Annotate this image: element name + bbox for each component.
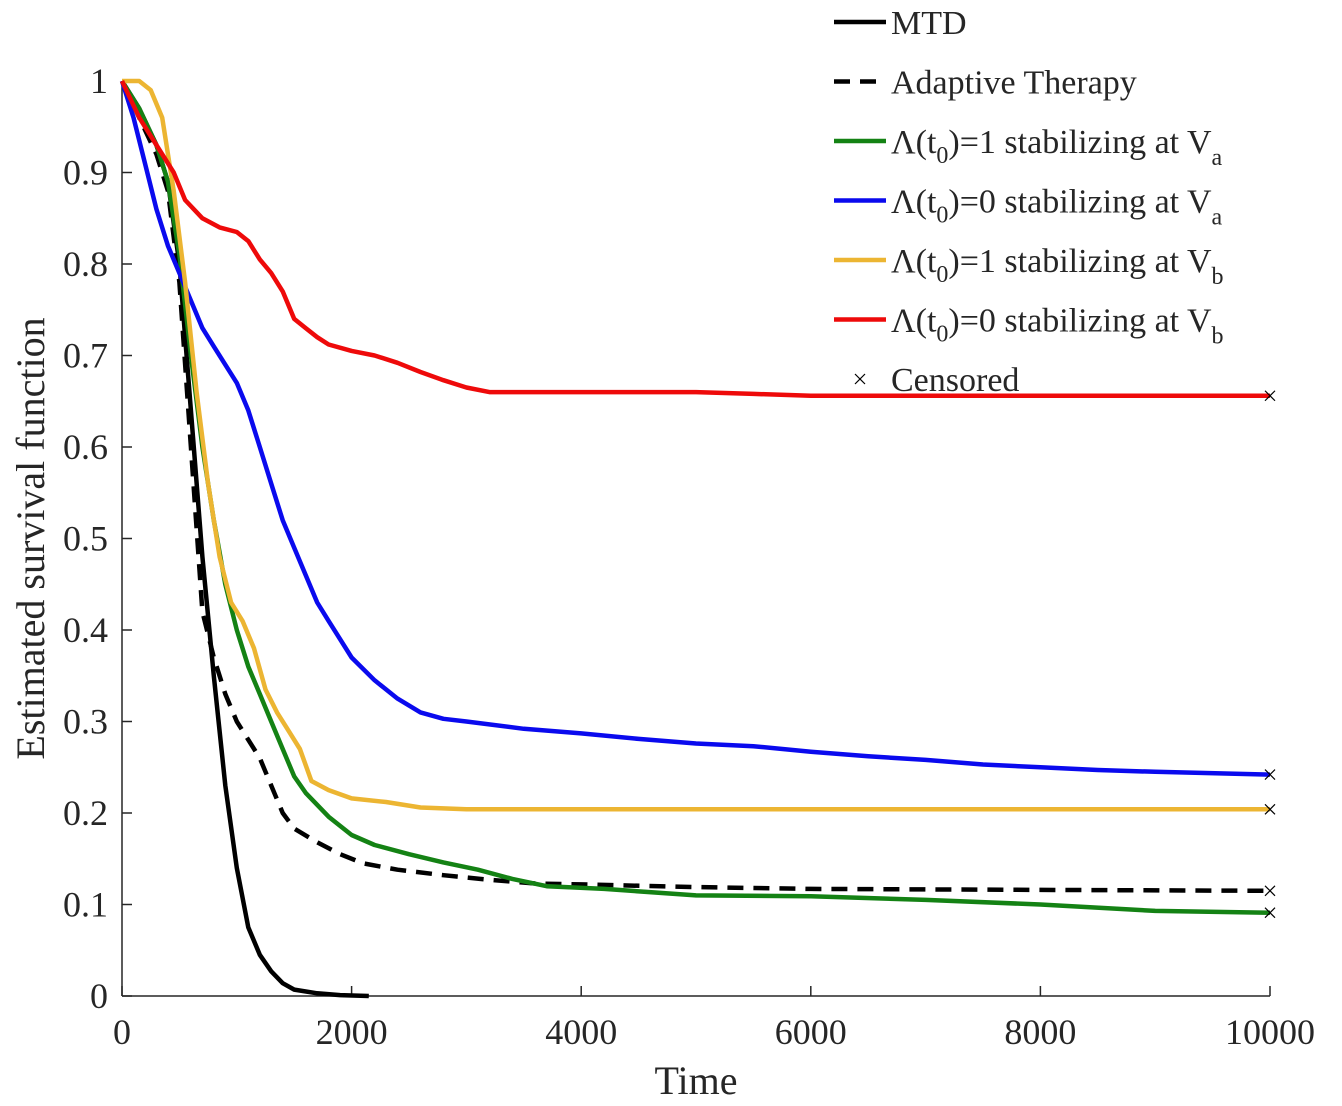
censored-marker-stroke [1264, 803, 1276, 815]
y-tick-label: 0.2 [63, 793, 108, 833]
legend-item-4: Λ(t0)=1 stabilizing at Vb [834, 243, 1224, 290]
series-5 [119, 80, 1276, 402]
legend-label: Λ(t0)=1 stabilizing at Vb [891, 243, 1224, 290]
legend-label-part: )=1 stabilizing at V [948, 124, 1212, 161]
legend-label-part: Adaptive Therapy [891, 65, 1137, 102]
y-tick-label: 1 [90, 61, 108, 101]
series-3 [119, 80, 1276, 780]
series-4 [122, 78, 1276, 815]
y-tick-label: 0.5 [63, 519, 108, 559]
axes: 0 2000 4000 6000 8000 1000000.10.20.30.40.50.… [8, 61, 1315, 1103]
legend-label-part: Λ(t [891, 124, 937, 161]
legend-label: Censored [891, 362, 1019, 399]
series-line [119, 80, 1271, 777]
legend-label-subscript: 0 [936, 143, 948, 169]
x-tick-label: 0 [113, 1012, 131, 1052]
legend-label-part: Λ(t [891, 243, 937, 280]
x-tick-label: 6000 [775, 1012, 847, 1052]
legend-label-subscript: b [1212, 324, 1224, 350]
y-tick-label: 0.4 [63, 610, 108, 650]
censored-marker-stroke [1264, 885, 1276, 897]
y-tick-label: 0.3 [63, 702, 108, 742]
legend-label-subscript: b [1212, 264, 1224, 290]
legend-label: Adaptive Therapy [891, 65, 1137, 102]
censored-marker-stroke [1264, 390, 1276, 402]
legend-label-subscript: 0 [936, 262, 948, 288]
legend-label-part: MTD [891, 5, 967, 42]
legend-label-part: )=0 stabilizing at V [948, 303, 1212, 340]
y-tick-label: 0.6 [63, 427, 108, 467]
legend-label: Λ(t0)=1 stabilizing at Va [891, 124, 1223, 171]
y-tick-label: 0.7 [63, 336, 108, 376]
series-1 [119, 80, 1276, 897]
series-line [119, 80, 1271, 894]
legend-item-2: Λ(t0)=1 stabilizing at Va [834, 124, 1223, 171]
x-tick-label: 10000 [1225, 1012, 1315, 1052]
series-line [119, 80, 1270, 399]
y-tick-label: 0.1 [63, 885, 108, 925]
series-lines [119, 78, 1276, 999]
legend-item-1: Adaptive Therapy [834, 65, 1137, 102]
legend-item-0: MTD [834, 5, 967, 42]
legend-label-subscript: a [1212, 145, 1223, 171]
legend-label-part: )=0 stabilizing at V [948, 184, 1212, 221]
y-tick-label: 0.8 [63, 244, 108, 284]
legend-item-censored: Censored [854, 362, 1019, 399]
legend-item-5: Λ(t0)=0 stabilizing at Vb [834, 303, 1224, 350]
y-tick-label: 0 [90, 976, 108, 1016]
censored-marker [1264, 769, 1276, 780]
legend-label-subscript: 0 [936, 322, 948, 348]
legend-censored-marker [854, 373, 866, 385]
legend-label-part: Λ(t [891, 303, 937, 340]
legend-label: MTD [891, 5, 967, 42]
censored-marker [1264, 803, 1276, 815]
censored-marker-stroke [1264, 907, 1276, 919]
x-axis-label: Time [654, 1058, 737, 1101]
legend-label: Λ(t0)=0 stabilizing at Vb [891, 303, 1224, 350]
y-axis-label: Estimated survival function [8, 317, 53, 759]
legend-label-part: Λ(t [891, 184, 937, 221]
legend-label-part: )=1 stabilizing at V [948, 243, 1212, 280]
x-tick-label: 4000 [545, 1012, 617, 1052]
censored-marker [1264, 907, 1276, 919]
x-tick-label: 8000 [1004, 1012, 1076, 1052]
legend-label-subscript: a [1212, 205, 1223, 231]
censored-marker-stroke [1264, 769, 1276, 780]
legend-label-subscript: 0 [936, 203, 948, 229]
legend-label: Λ(t0)=0 stabilizing at Va [891, 184, 1223, 231]
y-tick-label: 0.9 [63, 153, 108, 193]
censored-marker [1264, 390, 1276, 402]
series-line [122, 78, 1270, 812]
legend-item-3: Λ(t0)=0 stabilizing at Va [834, 184, 1223, 231]
censored-marker [1264, 885, 1276, 897]
x-tick-label: 2000 [316, 1012, 388, 1052]
